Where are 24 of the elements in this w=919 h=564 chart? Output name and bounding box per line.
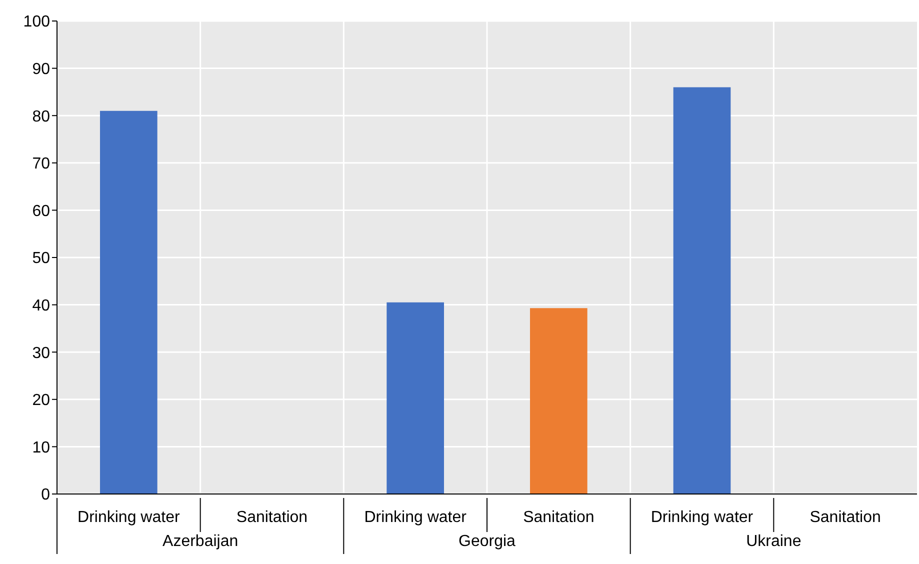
- y-tick-label: 80: [32, 108, 50, 126]
- y-tick-label: 10: [32, 439, 50, 456]
- bar: [100, 110, 158, 494]
- x-tick-label: Ukraine: [746, 533, 802, 550]
- text: Drinking water: [364, 509, 466, 526]
- y-tick-label: 60: [32, 202, 50, 220]
- text: Sanitation: [810, 509, 881, 526]
- y-tick-label: 30: [32, 344, 50, 362]
- x-tick-label: Georgia: [458, 533, 516, 550]
- series-label: Sanitation: [523, 509, 594, 526]
- bar: [530, 308, 588, 494]
- y-tick-label: 40: [32, 297, 50, 314]
- y-tick-label: 20: [32, 392, 50, 410]
- y-tick-label: 70: [32, 156, 50, 173]
- bar: [386, 302, 444, 494]
- bar: [673, 87, 731, 494]
- x-tick-label: Azerbaijan: [162, 533, 238, 550]
- y-tick-label: 90: [32, 60, 50, 78]
- text: Sanitation: [236, 509, 308, 526]
- text: Drinking water: [650, 509, 754, 526]
- series-label: Drinking water: [78, 509, 180, 526]
- y-tick-label: 50: [32, 250, 50, 268]
- y-tick-label: 0: [41, 486, 50, 504]
- y-tick-label: 100: [23, 14, 50, 31]
